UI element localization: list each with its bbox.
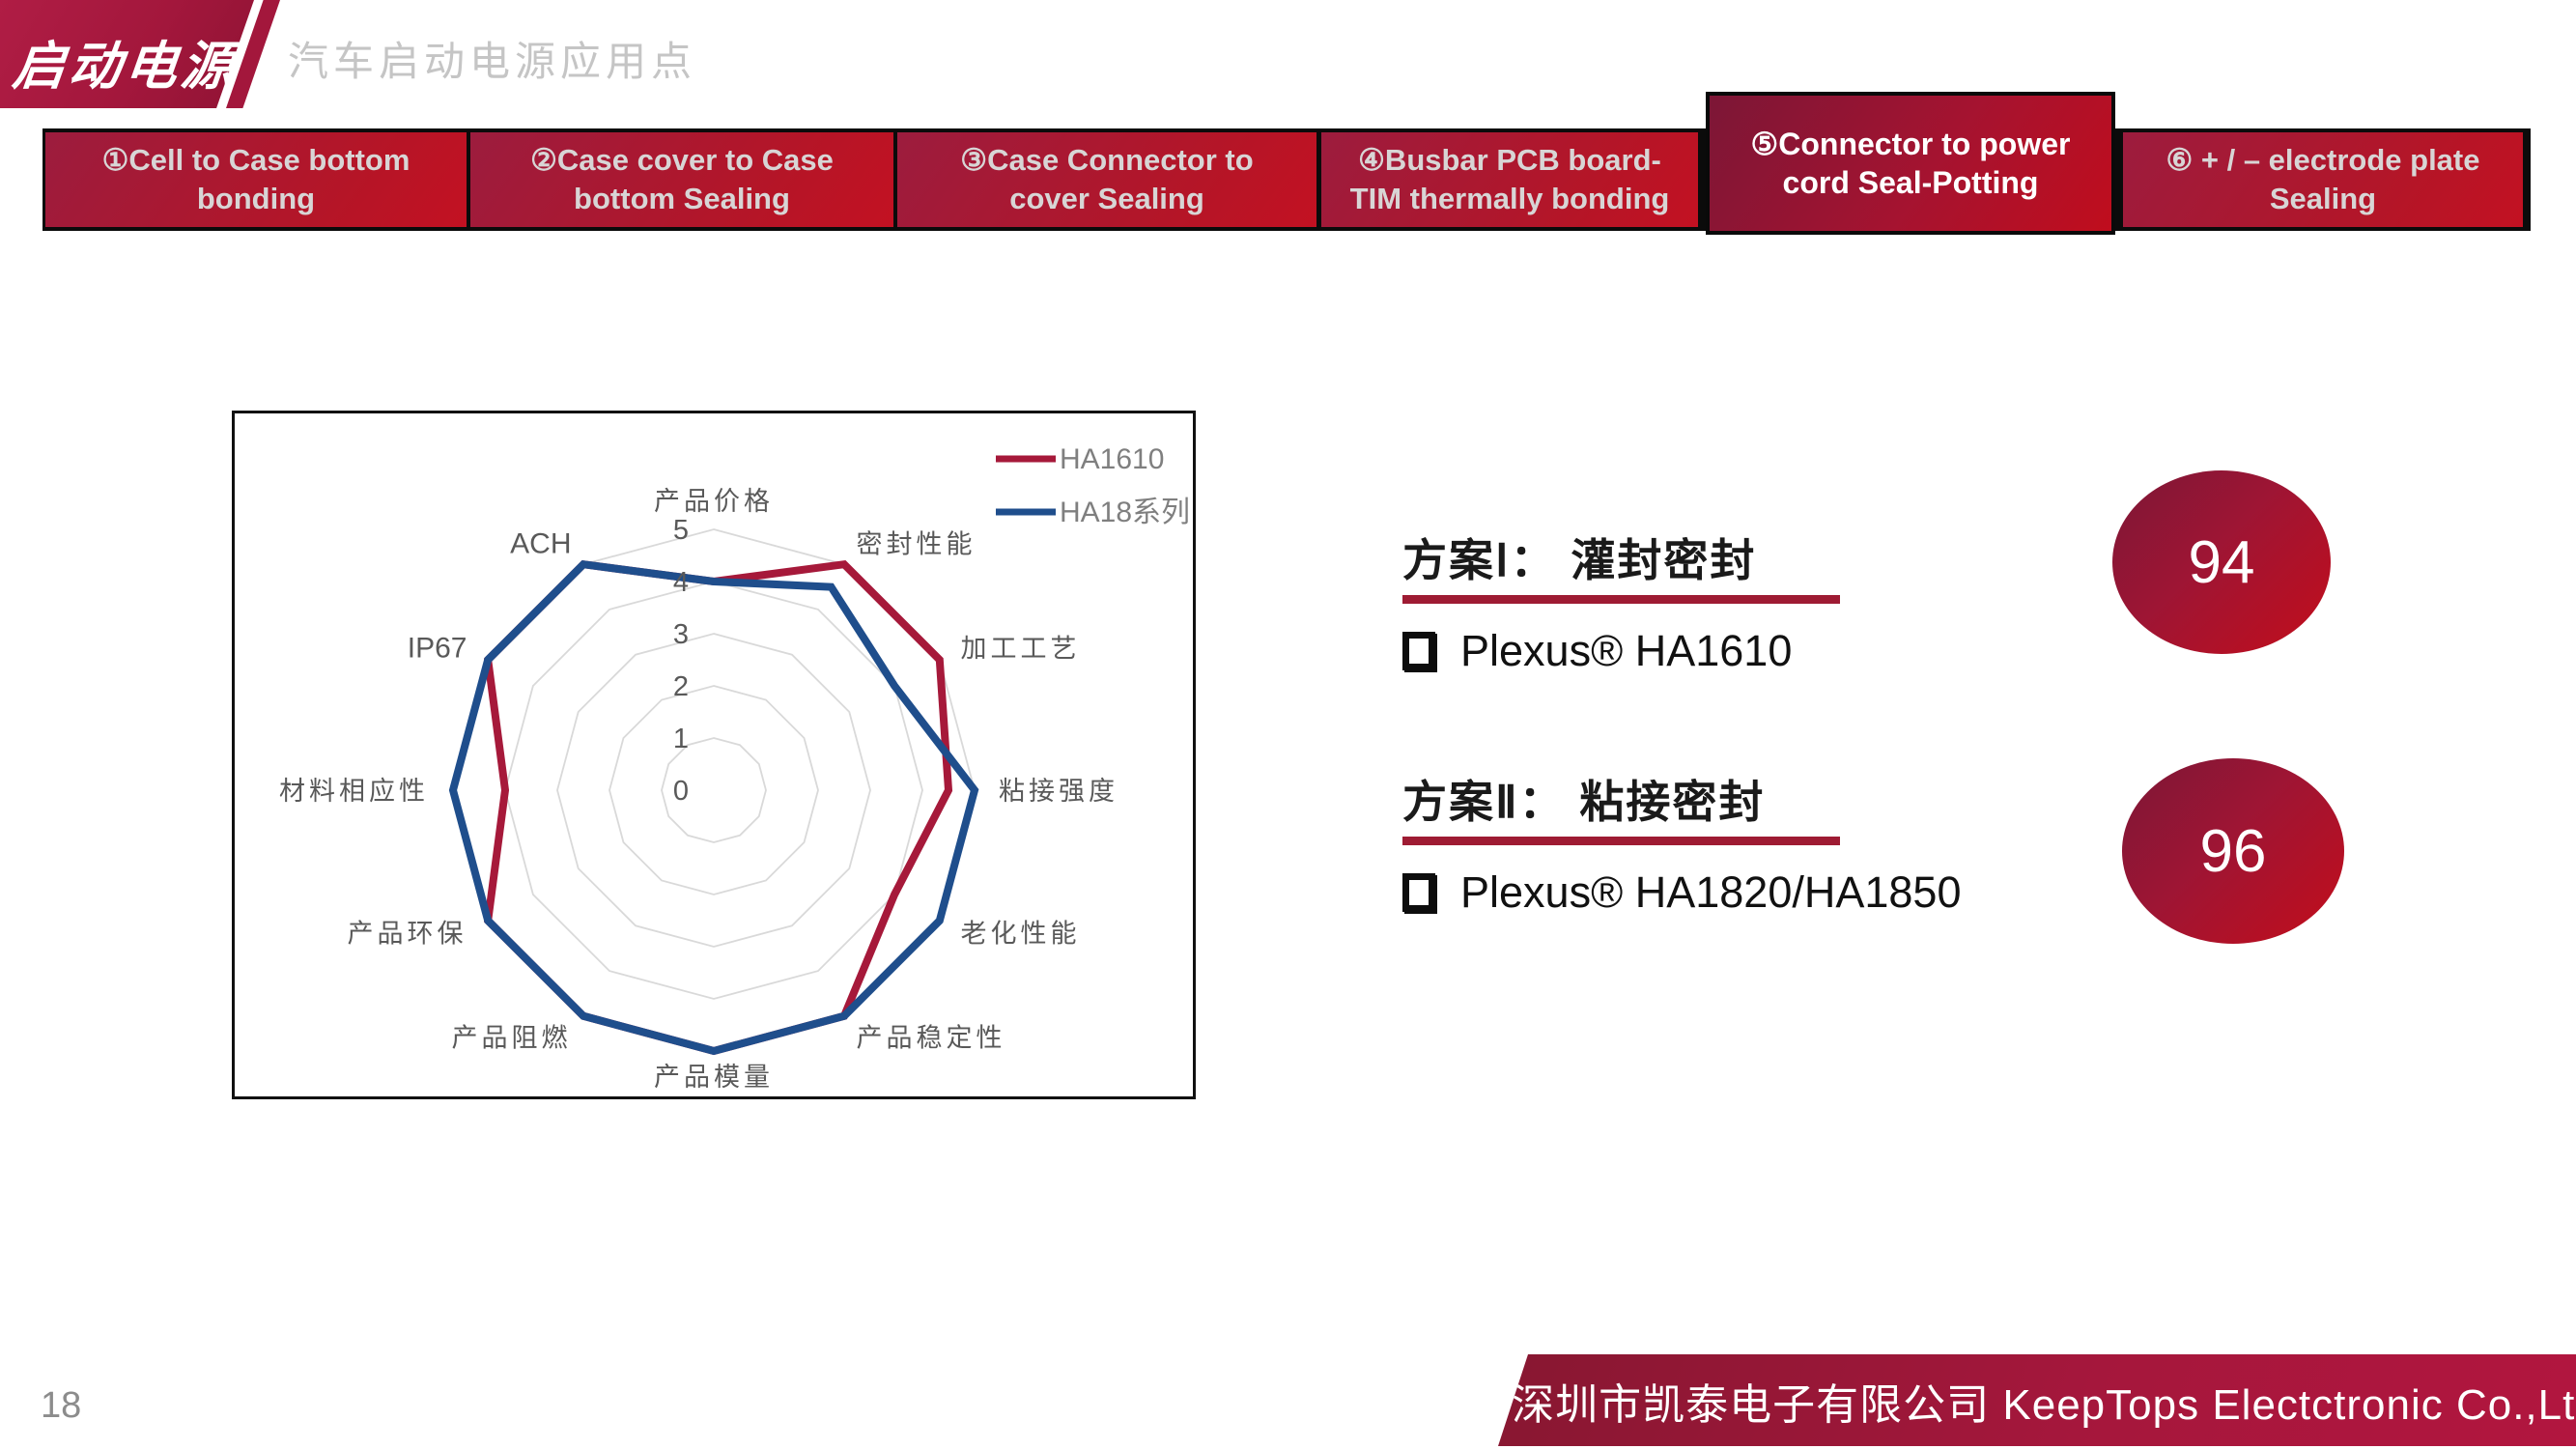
plan-bullet-row: Plexus® HA1610 bbox=[1402, 626, 1792, 676]
score-circle-1: 94 bbox=[2112, 470, 2331, 654]
radial-tick-label: 1 bbox=[673, 724, 689, 754]
plan-heading: 方案Ⅱ： 粘接密封 bbox=[1402, 777, 1766, 827]
tab-label: ⑥ + / – electrode plate Sealing bbox=[2166, 143, 2480, 215]
axis-label-10: 材料相应性 bbox=[279, 777, 429, 806]
grid-ring-2 bbox=[609, 685, 819, 895]
radial-tick-label: 4 bbox=[673, 567, 689, 598]
logo-text: 启动电源 bbox=[10, 38, 241, 96]
axis-label-3: 加工工艺 bbox=[961, 635, 1081, 664]
page-number: 18 bbox=[41, 1385, 82, 1426]
radar-chart-panel: 0 1 2 3 4 5 产品价格密封性能加工工艺粘接强度老化性能产品稳定性产品模量 产品阻燃 产… bbox=[232, 411, 1196, 1099]
tab-label: ⑤Connector to power cord Seal-Potting bbox=[1750, 127, 2071, 200]
legend-label: HA1610 bbox=[1060, 443, 1164, 475]
page-title: 汽车启动电源应用点 bbox=[288, 39, 697, 84]
axis-label-1: 产品价格 bbox=[654, 487, 774, 516]
grid-ring-5 bbox=[452, 528, 976, 1052]
axis-label-8: 产品阻燃 bbox=[452, 1024, 572, 1053]
hollow-square-bullet-icon bbox=[1402, 873, 1435, 912]
plan-heading: 方案Ⅰ： 灌封密封 bbox=[1402, 535, 1757, 585]
radial-tick-label: 2 bbox=[673, 671, 689, 702]
axis-label-6: 产品稳定性 bbox=[857, 1024, 1006, 1053]
plan-underline bbox=[1402, 837, 1840, 845]
score-value: 96 bbox=[2199, 817, 2267, 885]
tab-label: ②Case cover to Case bottom Sealing bbox=[530, 143, 834, 215]
tab-step-5-active[interactable]: ⑤Connector to power cord Seal-Potting bbox=[1706, 92, 2115, 235]
axis-label-9: 产品环保 bbox=[348, 920, 467, 949]
score-value: 94 bbox=[2188, 528, 2255, 596]
tab-label: ③Case Connector to cover Sealing bbox=[960, 143, 1254, 215]
tab-step-2[interactable]: ②Case cover to Case bottom Sealing bbox=[470, 132, 893, 227]
radial-tick-label: 3 bbox=[673, 619, 689, 650]
axis-label-11: IP67 bbox=[408, 633, 467, 665]
logo-parallelogram bbox=[0, 0, 254, 108]
tab-step-6[interactable]: ⑥ + / – electrode plate Sealing bbox=[2123, 132, 2523, 227]
plan-block-1: 方案Ⅰ： 灌封密封 Plexus® HA1610 bbox=[1402, 526, 2137, 690]
score-circle-2: 96 bbox=[2122, 758, 2344, 944]
plan-block-2: 方案Ⅱ： 粘接密封 Plexus® HA1820/HA1850 bbox=[1402, 767, 2137, 931]
axis-label-12: ACH bbox=[510, 528, 571, 560]
grid-ring-3 bbox=[556, 633, 871, 948]
plan-product-name: Plexus® HA1610 bbox=[1460, 626, 1793, 675]
tab-step-1[interactable]: ①Cell to Case bottom bonding bbox=[45, 132, 467, 227]
axis-label-7: 产品模量 bbox=[654, 1063, 774, 1092]
plan-product-name: Plexus® HA1820/HA1850 bbox=[1460, 867, 1962, 917]
hollow-square-bullet-icon bbox=[1402, 632, 1435, 670]
legend-label: HA18系列 bbox=[1060, 497, 1190, 528]
grid-ring-4 bbox=[504, 581, 923, 1000]
tab-step-4[interactable]: ④Busbar PCB board-TIM thermally bonding bbox=[1321, 132, 1698, 227]
tab-step-3[interactable]: ③Case Connector to cover Sealing bbox=[897, 132, 1316, 227]
axis-label-2: 密封性能 bbox=[857, 530, 977, 559]
axis-label-5: 老化性能 bbox=[961, 920, 1081, 949]
tab-label: ④Busbar PCB board-TIM thermally bonding bbox=[1349, 143, 1670, 215]
tab-label: ①Cell to Case bottom bonding bbox=[101, 143, 410, 215]
footer-company-text: 深圳市凯泰电子有限公司 KeepTops Electctronic Co.,Lt… bbox=[1512, 1380, 2576, 1429]
radial-tick-label: 0 bbox=[673, 776, 689, 807]
plan-bullet-row: Plexus® HA1820/HA1850 bbox=[1402, 867, 1961, 918]
grid-ring-1 bbox=[661, 737, 767, 843]
axis-label-4: 粘接强度 bbox=[999, 777, 1118, 806]
plan-underline bbox=[1402, 595, 1840, 604]
radial-tick-label: 5 bbox=[673, 515, 689, 546]
series-polygon-HA18系列 bbox=[448, 559, 979, 1056]
footer-banner: 深圳市凯泰电子有限公司 KeepTops Electctronic Co.,Lt… bbox=[1498, 1354, 2576, 1446]
